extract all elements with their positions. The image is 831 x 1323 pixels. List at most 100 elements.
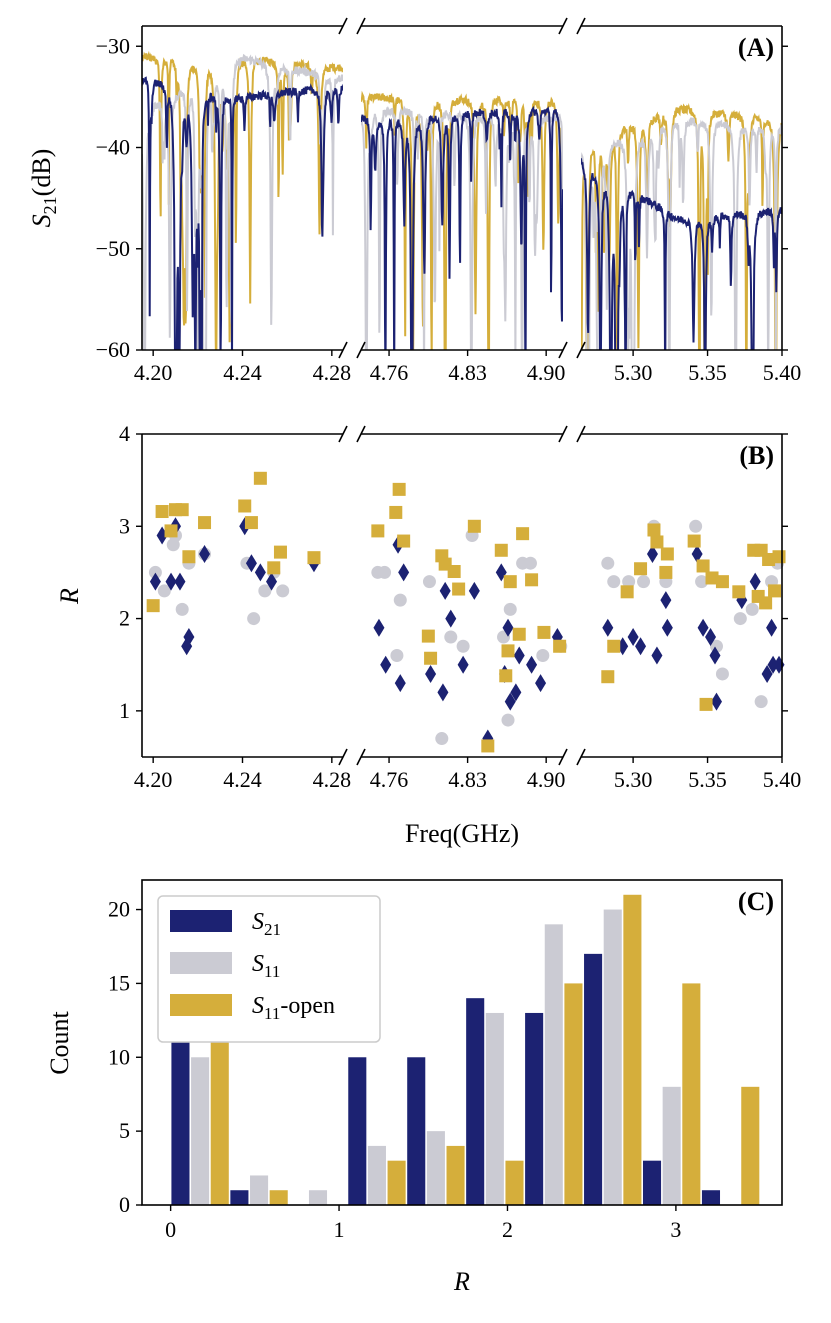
- point-s11-open: [238, 499, 252, 513]
- axis-break-mark: [338, 748, 348, 766]
- x-tick-label: 4.83: [448, 360, 487, 385]
- point-s21: [691, 544, 703, 563]
- axis-break-mark: [338, 425, 348, 443]
- point-s11-open: [481, 739, 495, 753]
- point-s21: [373, 618, 385, 637]
- y-tick-label: 1: [119, 698, 130, 723]
- point-s11-open: [182, 550, 196, 564]
- point-s11-open: [273, 545, 287, 559]
- y-axis-title: Count: [45, 1010, 74, 1074]
- x-tick-label: 5.40: [763, 767, 802, 792]
- x-tick-label: 4.24: [223, 360, 262, 385]
- trace-s11-segment-2: [361, 105, 563, 350]
- y-axis-title: R: [55, 588, 84, 605]
- point-s11-open: [452, 582, 466, 596]
- bar-s11-open: [210, 1042, 229, 1205]
- bar-s21: [525, 1012, 544, 1205]
- point-s11-open: [516, 527, 530, 541]
- x-tick-label: 2: [502, 1217, 513, 1242]
- point-s21: [661, 618, 673, 637]
- y-tick-label: 2: [119, 606, 130, 631]
- point-s11-open: [146, 599, 160, 613]
- point-s11-open: [244, 516, 258, 530]
- point-s11: [601, 556, 615, 570]
- point-s21: [254, 563, 266, 582]
- bar-s11-open: [505, 1160, 524, 1205]
- point-s21: [697, 618, 709, 637]
- point-s21: [513, 646, 525, 665]
- point-s11-open: [253, 471, 267, 485]
- point-s11-open: [447, 565, 461, 579]
- x-tick-label: 5.35: [688, 767, 727, 792]
- point-s11: [715, 667, 729, 681]
- trace-s21-segment-1: [142, 76, 343, 350]
- point-s11: [536, 648, 550, 662]
- point-s21: [149, 572, 161, 591]
- y-axis-title: S21(dB): [27, 149, 60, 228]
- point-s11-open: [389, 505, 403, 519]
- x-tick-label: 4.24: [223, 767, 262, 792]
- point-s11: [689, 519, 703, 533]
- point-s11-open: [659, 565, 673, 579]
- y-tick-label: 3: [119, 513, 130, 538]
- x-tick-label: 5.30: [614, 360, 653, 385]
- x-axis-title: R: [453, 1267, 470, 1296]
- x-tick-label: 4.28: [313, 360, 352, 385]
- point-s21: [749, 572, 761, 591]
- point-s11-open: [634, 562, 648, 576]
- point-s11: [422, 575, 436, 589]
- bar-s11-open: [741, 1086, 760, 1205]
- point-s11-open: [699, 697, 713, 711]
- point-s11: [745, 602, 759, 616]
- point-s11: [695, 575, 709, 589]
- panel-label-a: (A): [738, 33, 774, 62]
- point-s21: [504, 692, 516, 711]
- y-tick-label: −60: [96, 337, 130, 362]
- x-tick-label: 5.40: [763, 360, 802, 385]
- trace-s11-segment-3: [581, 117, 782, 350]
- y-tick-label: 20: [108, 897, 130, 922]
- point-s11: [435, 732, 449, 746]
- point-s11-open: [732, 585, 746, 599]
- trace-s11-segment-1: [142, 53, 343, 350]
- bar-s21: [701, 1190, 721, 1205]
- point-s11-open: [715, 575, 729, 589]
- point-s11-open: [392, 482, 406, 496]
- panel-label-c: (C): [738, 887, 774, 916]
- point-s11: [637, 575, 651, 589]
- legend-swatch-s11-open: [170, 994, 232, 1016]
- point-s11-open: [499, 669, 513, 683]
- bar-s11: [191, 1057, 210, 1205]
- point-s21: [535, 674, 547, 693]
- point-s11-open: [772, 550, 786, 564]
- point-s21: [767, 655, 779, 674]
- point-s21: [526, 655, 538, 674]
- axis-break-mark: [576, 341, 586, 359]
- point-s11-open: [696, 559, 710, 573]
- point-s11-open: [553, 639, 567, 653]
- x-tick-label: 5.30: [614, 767, 653, 792]
- axis-break-mark: [558, 17, 568, 35]
- point-s11-open: [155, 505, 169, 519]
- point-s11: [754, 695, 768, 709]
- legend-label-s21: S21: [252, 909, 281, 939]
- point-s21: [510, 683, 522, 702]
- point-s21: [394, 674, 406, 693]
- y-tick-label: 10: [108, 1044, 130, 1069]
- point-s21: [457, 655, 469, 674]
- legend-swatch-s11: [170, 952, 232, 974]
- point-s11-open: [768, 584, 782, 598]
- point-s11-open: [512, 627, 526, 641]
- point-s21: [705, 628, 717, 647]
- y-tick-label: 5: [119, 1118, 130, 1143]
- axis-break-mark: [558, 425, 568, 443]
- point-s21: [635, 637, 647, 656]
- trace-s21-segment-2: [361, 105, 563, 350]
- axis-break-mark: [576, 748, 586, 766]
- point-s21: [439, 581, 451, 600]
- point-s11: [148, 565, 162, 579]
- point-s11: [390, 648, 404, 662]
- axis-break-mark: [338, 17, 348, 35]
